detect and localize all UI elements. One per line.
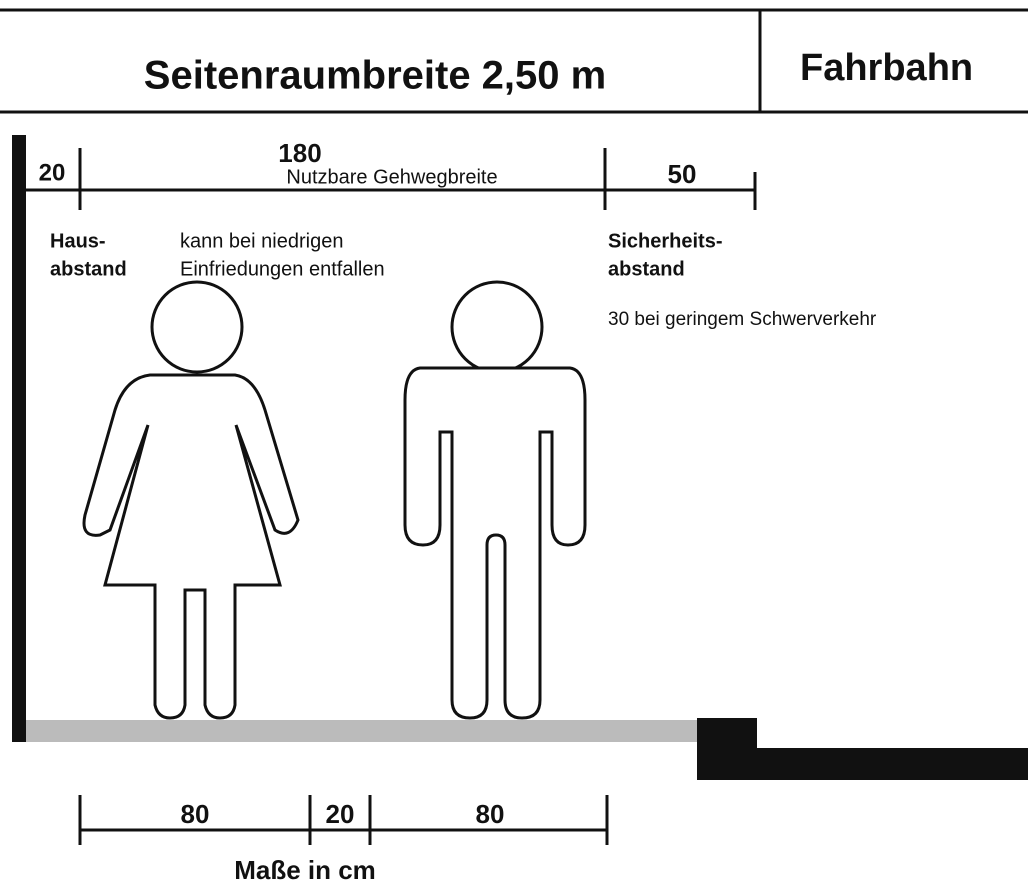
sidewalk — [26, 720, 700, 742]
label: abstand — [50, 258, 127, 280]
unit-note: Maße in cm — [234, 855, 376, 885]
dimension-value: 80 — [181, 799, 210, 829]
dimension-value: 20 — [39, 159, 66, 186]
header-right: Fahrbahn — [800, 47, 973, 89]
label: kann bei niedrigen — [180, 230, 343, 252]
label: Haus- — [50, 230, 106, 252]
woman-head — [150, 280, 244, 374]
dimension-value: 180 — [278, 138, 321, 168]
label: 30 bei geringem Schwerverkehr — [608, 309, 877, 330]
man-head — [450, 280, 544, 374]
label: abstand — [608, 258, 685, 280]
label: Sicherheits- — [608, 230, 722, 252]
dimension-value: 20 — [326, 799, 355, 829]
dimension-value: 50 — [668, 159, 697, 189]
label: Einfriedungen entfallen — [180, 258, 385, 280]
dimension-value: 80 — [476, 799, 505, 829]
woman-figure — [82, 373, 300, 720]
header-left: Seitenraumbreite 2,50 m — [144, 54, 606, 98]
house-wall — [12, 135, 26, 742]
dimension-label: Nutzbare Gehwegbreite — [286, 166, 497, 188]
man-figure — [403, 366, 587, 720]
road-edge — [697, 748, 1028, 780]
